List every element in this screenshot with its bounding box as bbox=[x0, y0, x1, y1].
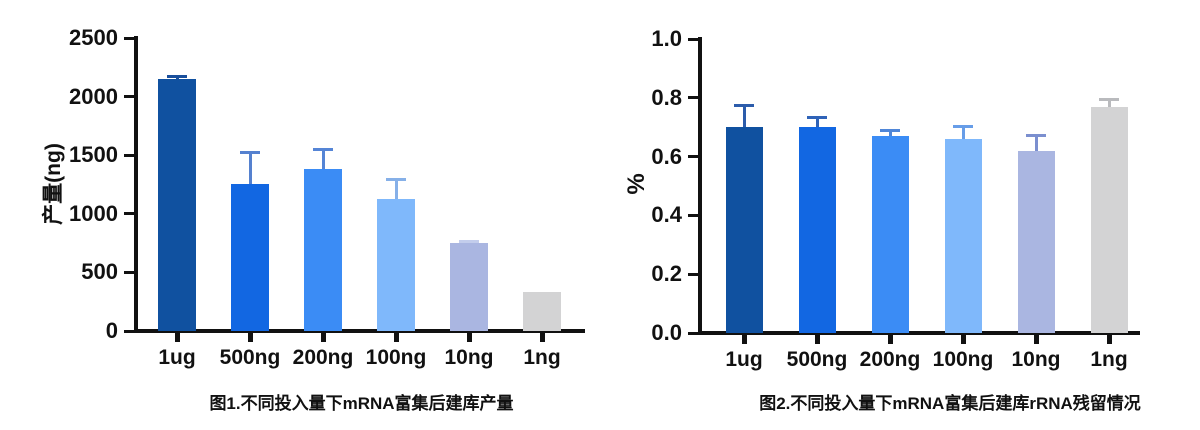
x-label-100ng: 100ng bbox=[365, 346, 427, 369]
error-bar-cap-1ng bbox=[1099, 98, 1119, 102]
x-label-10ng: 10ng bbox=[1011, 348, 1061, 371]
y-tick-1500 bbox=[124, 153, 138, 157]
error-bar-cap-200ng bbox=[880, 129, 900, 133]
error-bar-stem-100ng bbox=[961, 125, 965, 139]
bar-100ng bbox=[944, 138, 982, 333]
x-tick-200ng bbox=[887, 335, 893, 344]
y-tick-label-0.0: 0.0 bbox=[651, 320, 682, 345]
x-label-1ng: 1ng bbox=[523, 346, 561, 369]
chart-caption-rrna: 图2.不同投入量下mRNA富集后建库rRNA残留情况 bbox=[759, 394, 1141, 413]
x-label-10ng: 10ng bbox=[444, 346, 494, 369]
bar-10ng bbox=[1017, 150, 1055, 333]
error-bar-stem-100ng bbox=[394, 178, 398, 200]
y-tick-0.8 bbox=[688, 96, 702, 100]
error-bar-cap-100ng bbox=[386, 177, 406, 181]
y-axis-title-percent: % bbox=[623, 173, 650, 195]
bar-500ng bbox=[798, 127, 836, 333]
error-bar-cap-500ng bbox=[240, 150, 260, 154]
y-tick-label-0.6: 0.6 bbox=[651, 143, 682, 169]
x-tick-1ug bbox=[741, 335, 747, 344]
x-tick-10ng bbox=[466, 333, 472, 342]
bar-10ng bbox=[450, 242, 488, 331]
bar-1ug bbox=[725, 127, 763, 333]
x-tick-500ng bbox=[247, 333, 253, 342]
y-tick-label-0.4: 0.4 bbox=[651, 202, 682, 228]
error-bar-stem-10ng bbox=[1034, 134, 1038, 151]
x-label-200ng: 200ng bbox=[292, 346, 354, 369]
y-axis-line-0 bbox=[134, 36, 138, 333]
x-tick-10ng bbox=[1033, 335, 1039, 344]
y-tick-label-1.0: 1.0 bbox=[651, 26, 682, 51]
y-tick-1000 bbox=[124, 212, 138, 216]
error-bar-stem-200ng bbox=[888, 130, 892, 136]
x-label-100ng: 100ng bbox=[932, 348, 994, 371]
error-bar-cap-1ug bbox=[734, 104, 754, 108]
x-axis-line-0 bbox=[134, 329, 585, 333]
y-tick-label-0: 0 bbox=[105, 318, 118, 343]
x-label-1ug: 1ug bbox=[158, 346, 196, 369]
x-tick-200ng bbox=[320, 333, 326, 342]
x-tick-500ng bbox=[814, 335, 820, 344]
x-label-500ng: 500ng bbox=[219, 346, 281, 369]
error-bar-stem-1ug bbox=[742, 105, 746, 128]
error-bar-cap-500ng bbox=[807, 115, 827, 119]
x-label-200ng: 200ng bbox=[859, 348, 921, 371]
bar-1ng bbox=[1090, 106, 1128, 333]
y-tick-0 bbox=[124, 329, 138, 333]
y-tick-0.0 bbox=[688, 331, 702, 335]
bar-500ng bbox=[231, 183, 269, 331]
y-tick-1.0 bbox=[688, 37, 702, 41]
bar-100ng bbox=[377, 199, 415, 331]
error-bar-stem-1ng bbox=[1107, 99, 1111, 107]
error-bar-cap-1ug bbox=[167, 75, 187, 79]
bar-1ng bbox=[523, 292, 561, 331]
x-label-1ug: 1ug bbox=[725, 348, 763, 371]
bar-200ng bbox=[304, 169, 342, 331]
error-bar-cap-10ng bbox=[459, 239, 479, 243]
x-axis-line-1 bbox=[698, 331, 1140, 335]
y-tick-0.2 bbox=[688, 272, 702, 276]
x-tick-100ng bbox=[393, 333, 399, 342]
x-tick-1ng bbox=[1106, 335, 1112, 344]
x-tick-1ug bbox=[174, 333, 180, 342]
x-tick-1ng bbox=[539, 333, 545, 342]
error-bar-stem-500ng bbox=[248, 151, 252, 184]
y-tick-label-0.2: 0.2 bbox=[651, 261, 682, 287]
y-tick-500 bbox=[124, 270, 138, 274]
error-bar-cap-10ng bbox=[1026, 133, 1046, 137]
y-tick-label-0.8: 0.8 bbox=[651, 84, 682, 110]
x-label-1ng: 1ng bbox=[1090, 348, 1128, 371]
y-tick-0.4 bbox=[688, 213, 702, 217]
y-tick-0.6 bbox=[688, 155, 702, 159]
error-bar-stem-500ng bbox=[815, 116, 819, 128]
y-tick-2000 bbox=[124, 95, 138, 99]
x-label-500ng: 500ng bbox=[786, 348, 848, 371]
y-axis-line-1 bbox=[698, 37, 702, 335]
bar-200ng bbox=[871, 136, 909, 333]
x-tick-100ng bbox=[960, 335, 966, 344]
y-tick-label-1500: 1500 bbox=[69, 142, 118, 168]
y-tick-label-1000: 1000 bbox=[69, 200, 118, 226]
y-tick-label-500: 500 bbox=[81, 259, 118, 285]
y-tick-label-2000: 2000 bbox=[69, 83, 118, 109]
y-tick-2500 bbox=[124, 36, 138, 40]
y-tick-label-2500: 2500 bbox=[69, 25, 118, 50]
error-bar-cap-100ng bbox=[953, 124, 973, 128]
chart-caption-yield: 图1.不同投入量下mRNA富集后建库产量 bbox=[209, 394, 514, 413]
error-bar-stem-200ng bbox=[321, 149, 325, 170]
bar-1ug bbox=[158, 79, 196, 331]
error-bar-cap-200ng bbox=[313, 148, 333, 152]
